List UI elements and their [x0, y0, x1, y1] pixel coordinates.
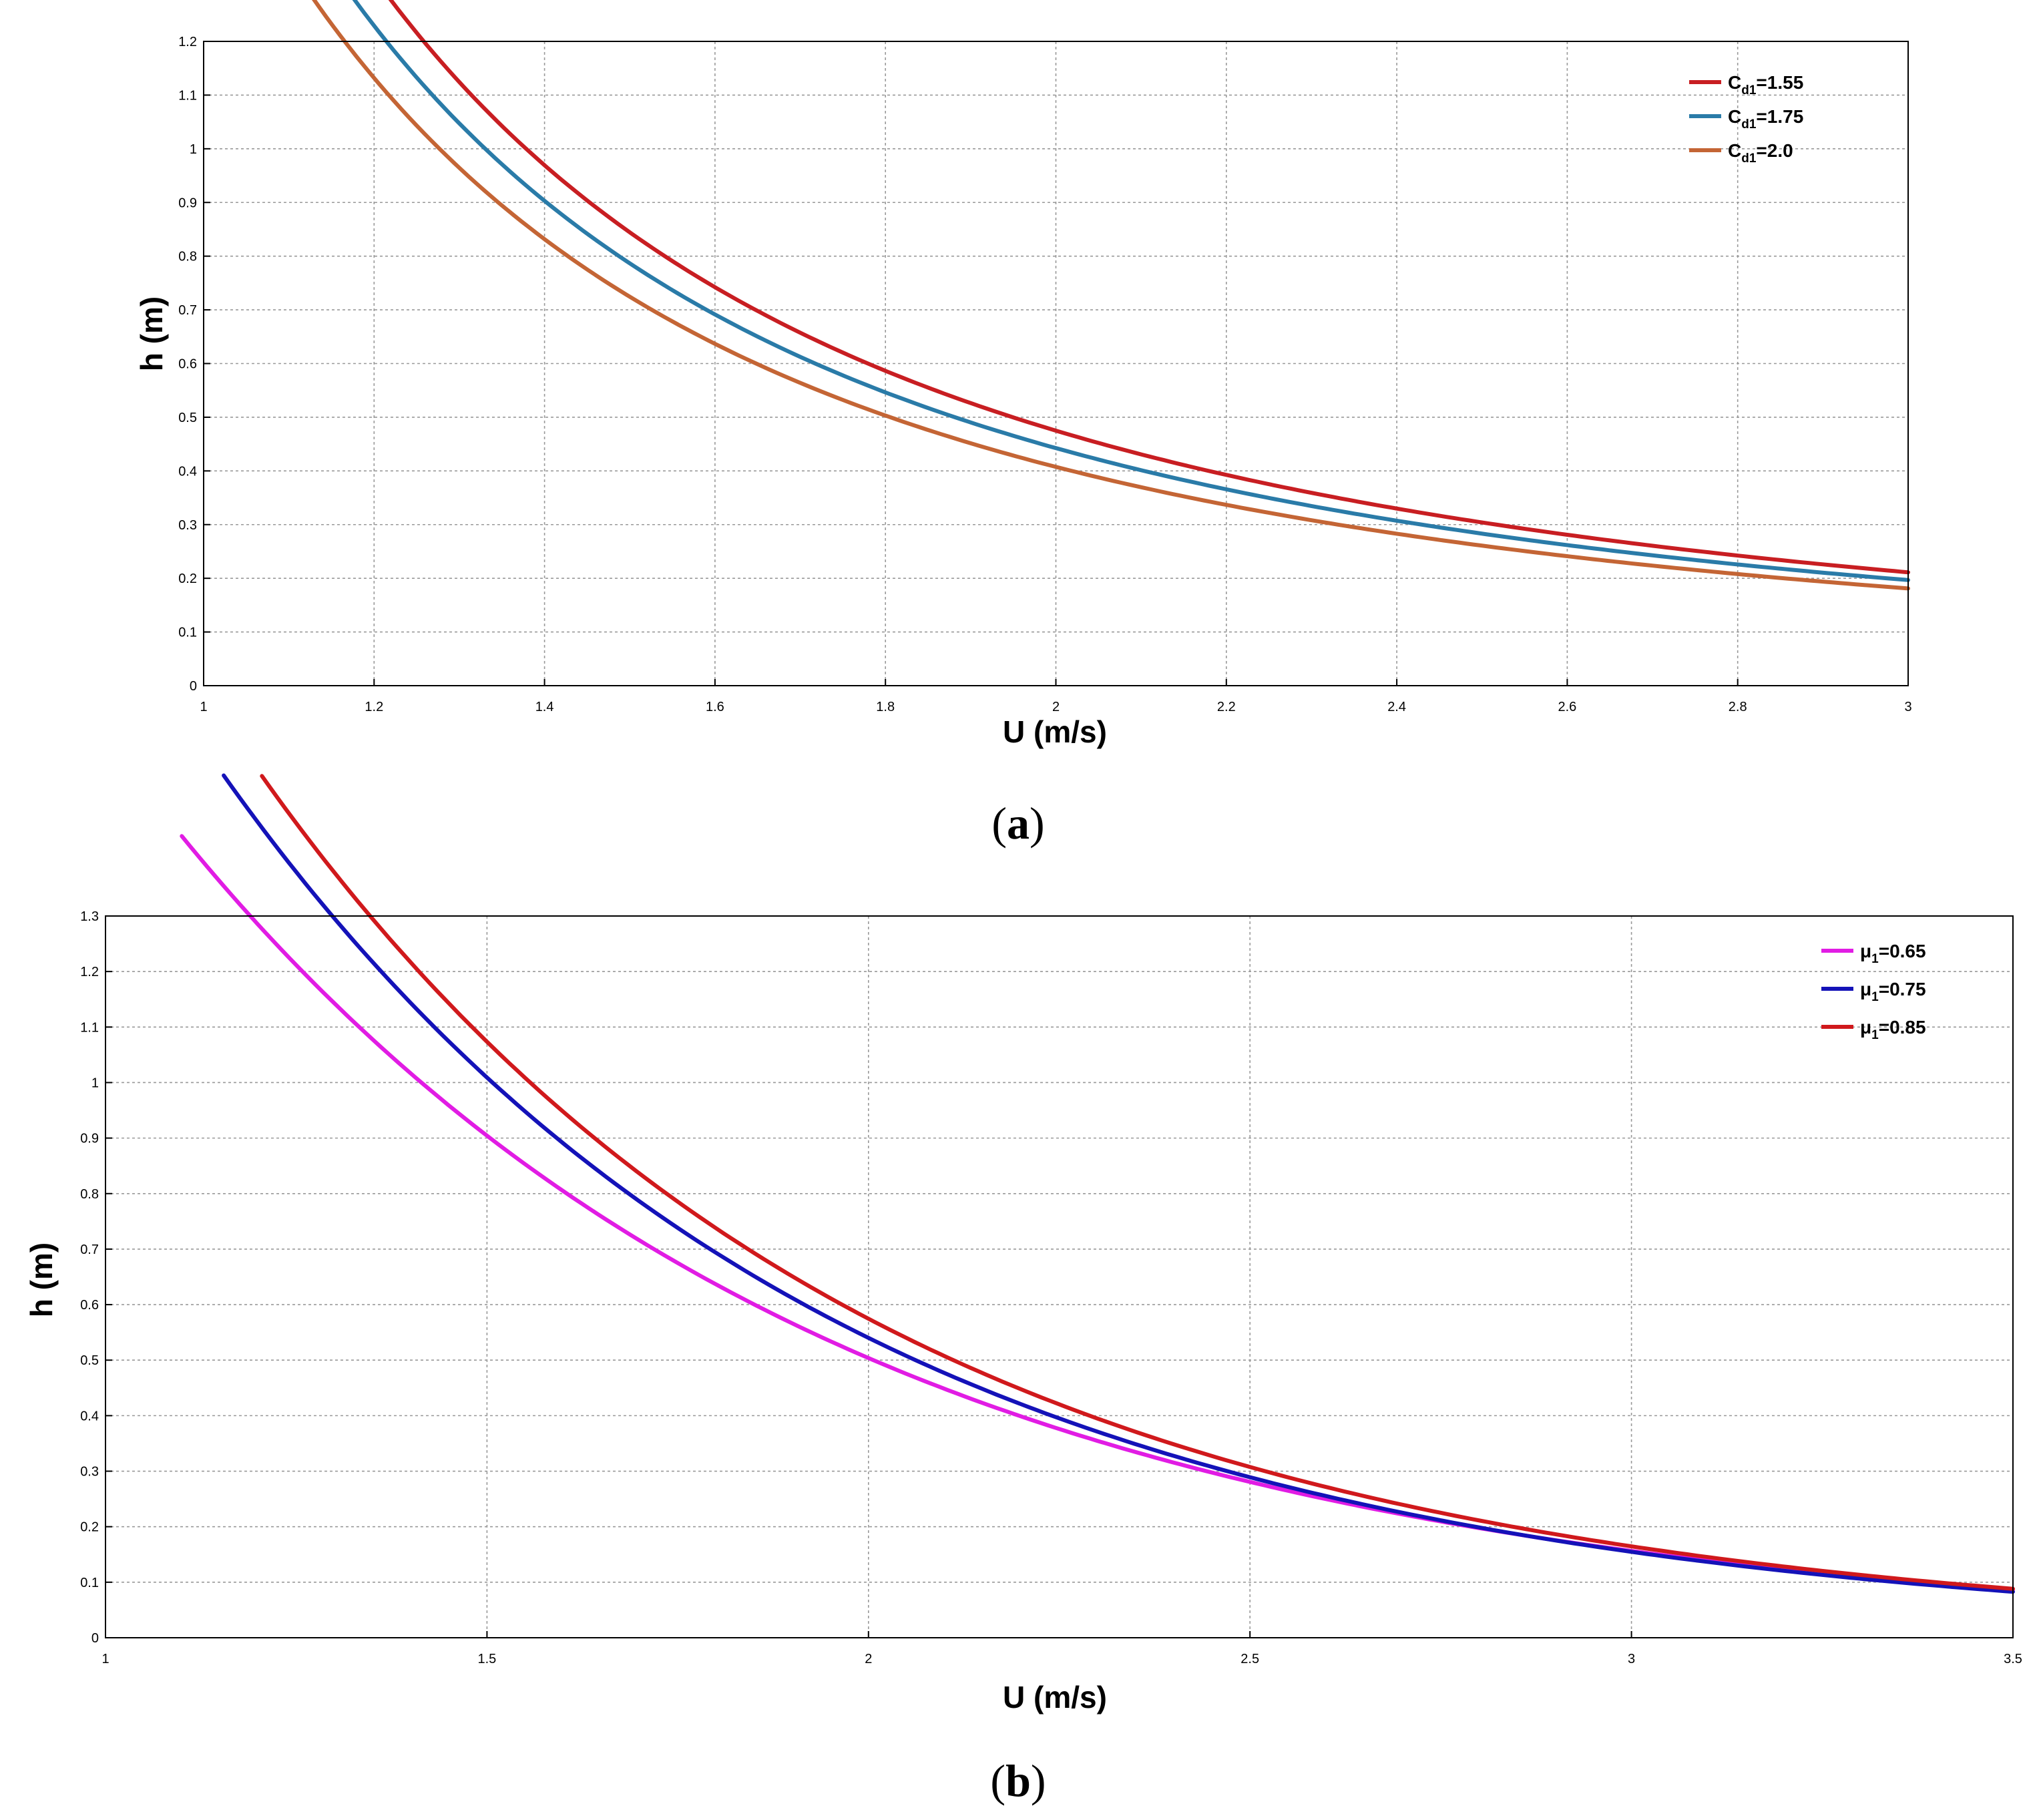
chart-a-y-axis-label: h (m) — [134, 296, 169, 371]
y-tick-label: 0.7 — [80, 1242, 99, 1257]
chart-a: 1 1.2 1.4 1.6 1.8 2 2.2 2.4 2.6 2.8 3 0 0.1 0.2 0.3 0.4… — [134, 0, 1912, 849]
y-tick-label: 0.2 — [178, 572, 197, 586]
y-tick-label: 1 — [91, 1076, 99, 1090]
chart-a-caption-letter: a — [1007, 798, 1030, 849]
x-tick-label: 3 — [1904, 700, 1911, 714]
legend-entry-3: μ1=0.85 — [1860, 1017, 1926, 1042]
legend-symbol: μ — [1860, 941, 1871, 961]
y-tick-label: 0 — [190, 679, 197, 694]
chart-b-plot-area — [105, 915, 2014, 1638]
y-tick-label: 0.1 — [80, 1576, 99, 1590]
y-tick-label: 1.3 — [80, 909, 99, 924]
x-tick-label: 2.5 — [1240, 1652, 1259, 1666]
x-tick-label: 1.5 — [477, 1652, 496, 1666]
y-tick-label: 0.5 — [178, 411, 197, 425]
legend-subscript: d1 — [1741, 118, 1757, 132]
y-tick-label: 0.4 — [178, 464, 197, 479]
chart-a-series — [312, 0, 1910, 591]
chart-b-x-axis-label: U (m/s) — [1003, 1680, 1107, 1715]
legend-symbol: C — [1728, 72, 1741, 93]
x-tick-label: 2.4 — [1387, 700, 1406, 714]
legend-subscript: 1 — [1871, 1028, 1879, 1042]
legend-symbol: μ — [1860, 1017, 1871, 1038]
y-tick-label: 1.1 — [178, 88, 197, 103]
x-tick-label: 1 — [200, 700, 207, 714]
x-tick-label: 3.5 — [2004, 1652, 2022, 1666]
legend-subscript: 1 — [1871, 990, 1879, 1004]
x-tick-label: 2.2 — [1217, 700, 1236, 714]
y-tick-label: 1.1 — [80, 1020, 99, 1035]
series-line-1 — [388, 0, 1910, 575]
series-line-2 — [352, 0, 1910, 582]
chart-a-caption: (a) — [991, 798, 1044, 849]
legend-value: =1.75 — [1756, 106, 1803, 127]
chart-a-gridlines — [204, 41, 1908, 686]
y-tick-label: 0.7 — [178, 303, 197, 318]
legend-entry-1: Cd1=1.55 — [1728, 72, 1803, 97]
legend-value: =1.55 — [1756, 72, 1803, 93]
y-tick-label: 1 — [190, 142, 197, 157]
x-tick-label: 1.4 — [535, 700, 554, 714]
legend-entry-1: μ1=0.65 — [1860, 941, 1926, 966]
x-tick-label: 2.6 — [1558, 700, 1576, 714]
legend-entry-2: μ1=0.75 — [1860, 979, 1926, 1004]
x-tick-label: 1.2 — [365, 700, 383, 714]
x-tick-label: 2 — [1052, 700, 1060, 714]
series-line-1 — [180, 834, 2015, 1592]
y-tick-label: 0.3 — [80, 1465, 99, 1480]
legend-value: =0.75 — [1879, 979, 1926, 999]
legend-value: =2.0 — [1756, 140, 1793, 161]
legend-symbol: C — [1728, 140, 1741, 161]
series-line-2 — [222, 773, 2015, 1594]
y-tick-label: 1.2 — [80, 965, 99, 979]
legend-symbol: C — [1728, 106, 1741, 127]
x-tick-label: 2.8 — [1729, 700, 1747, 714]
y-tick-label: 0.2 — [80, 1520, 99, 1535]
chart-b-tick-labels: 1 1.5 2 2.5 3 3.5 0 0.1 0.2 0.3 0.4 0.5 0.6 0.7 0.8 0.9… — [80, 909, 2022, 1666]
y-tick-label: 0.1 — [178, 626, 197, 640]
y-tick-label: 0.3 — [178, 518, 197, 533]
chart-a-x-axis-label: U (m/s) — [1003, 714, 1107, 749]
series-line-3 — [312, 0, 1910, 591]
y-tick-label: 0.9 — [178, 196, 197, 210]
chart-a-tick-labels: 1 1.2 1.4 1.6 1.8 2 2.2 2.4 2.6 2.8 3 0 0.1 0.2 0.3 0.4… — [178, 35, 1911, 714]
chart-b-series — [180, 773, 2015, 1594]
y-tick-label: 0.8 — [80, 1187, 99, 1202]
legend-subscript: d1 — [1741, 152, 1757, 166]
x-tick-label: 1.8 — [876, 700, 895, 714]
x-tick-label: 1.6 — [706, 700, 724, 714]
legend-symbol: μ — [1860, 979, 1871, 999]
x-tick-label: 1 — [101, 1652, 109, 1666]
chart-b-caption: (b) — [990, 1755, 1046, 1806]
y-tick-label: 0 — [91, 1631, 99, 1646]
y-tick-label: 0.5 — [80, 1353, 99, 1368]
legend-entry-2: Cd1=1.75 — [1728, 106, 1803, 132]
legend-subscript: d1 — [1741, 83, 1757, 97]
x-tick-label: 2 — [865, 1652, 872, 1666]
y-tick-label: 0.8 — [178, 250, 197, 264]
x-tick-label: 3 — [1628, 1652, 1635, 1666]
y-tick-label: 0.9 — [80, 1132, 99, 1146]
y-tick-label: 0.4 — [80, 1409, 99, 1423]
legend-entry-3: Cd1=2.0 — [1728, 140, 1793, 166]
series-line-3 — [260, 774, 2015, 1591]
legend-subscript: 1 — [1871, 952, 1879, 966]
legend-value: =0.85 — [1879, 1017, 1926, 1038]
y-tick-label: 0.6 — [80, 1298, 99, 1313]
chart-b-caption-letter: b — [1005, 1755, 1031, 1806]
y-tick-label: 0.6 — [178, 357, 197, 372]
chart-b-y-axis-label: h (m) — [24, 1242, 59, 1317]
legend-value: =0.65 — [1879, 941, 1926, 961]
chart-b-gridlines — [105, 916, 2013, 1638]
chart-b: 1 1.5 2 2.5 3 3.5 0 0.1 0.2 0.3 0.4 0.5 0.6 0.7 0.8 0.9… — [24, 773, 2022, 1806]
y-tick-label: 1.2 — [178, 35, 197, 49]
